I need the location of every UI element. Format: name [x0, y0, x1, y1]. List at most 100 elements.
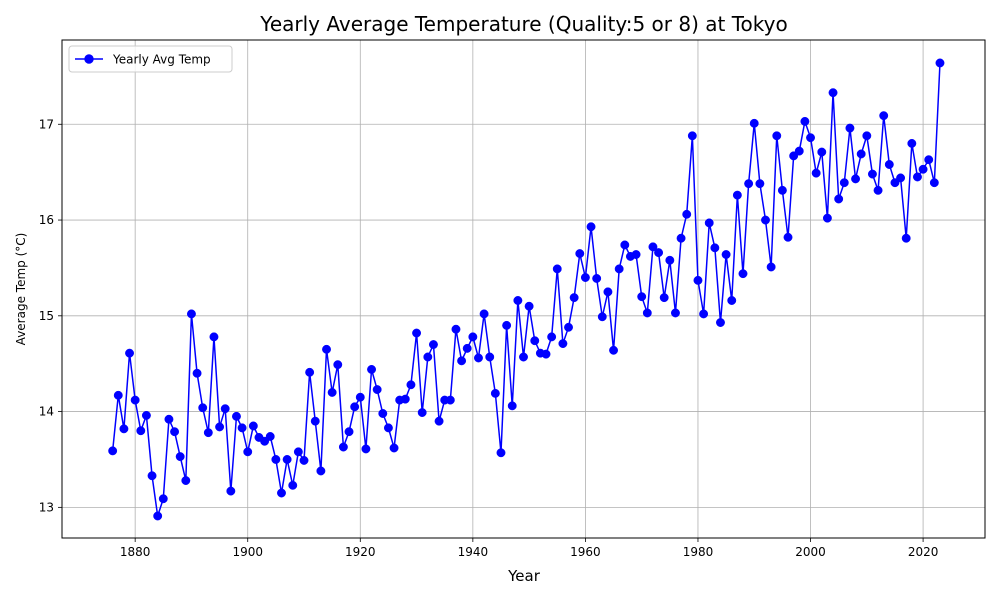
data-point-marker [541, 349, 551, 359]
data-point-marker [423, 352, 433, 362]
data-point-marker [406, 380, 416, 390]
data-point-marker [299, 455, 309, 465]
data-point-marker [412, 328, 422, 338]
data-point-marker [699, 309, 709, 319]
data-point-marker [851, 174, 861, 184]
plot-frame [61, 39, 986, 539]
data-point-marker [232, 411, 241, 421]
series-line [111, 62, 941, 517]
data-point-marker [586, 222, 596, 232]
y-tick-label: 17 [39, 117, 54, 131]
data-point-marker [935, 58, 945, 68]
data-point-marker [378, 409, 388, 418]
data-point-marker [338, 442, 348, 452]
data-point-marker [777, 185, 787, 195]
data-point-marker [637, 292, 647, 302]
data-point-marker [721, 250, 731, 259]
data-point-marker [496, 448, 506, 458]
x-tick-label: 1880 [120, 545, 151, 559]
data-point-marker [434, 416, 444, 426]
data-point-marker [209, 332, 219, 342]
data-point-marker [704, 218, 714, 228]
data-point-marker [125, 348, 134, 358]
y-axis-label: Average Temp (°C) [14, 233, 28, 346]
data-point-marker [738, 269, 748, 279]
data-point-marker [609, 345, 618, 355]
data-point-marker [845, 123, 855, 133]
data-point-marker [479, 309, 489, 319]
y-tick-label: 13 [39, 500, 54, 514]
data-point-marker [248, 421, 258, 431]
data-point-marker [631, 250, 641, 259]
data-point-marker [333, 360, 343, 370]
data-point-marker [372, 385, 382, 395]
data-point-marker [564, 322, 573, 332]
data-point-marker [918, 164, 928, 174]
data-point-marker [322, 344, 331, 354]
data-point-marker [367, 364, 376, 374]
data-point-marker [744, 179, 754, 189]
axis-ticks: 1880 1900 1920 1940 1960 1980 2000 2020 13 14 15 16… [39, 117, 939, 559]
data-point-marker [856, 149, 866, 159]
data-point-marker [282, 455, 292, 464]
data-point-marker [659, 293, 669, 303]
data-point-marker [665, 255, 675, 265]
data-point-marker [490, 388, 500, 398]
data-point-marker [929, 178, 939, 188]
data-point-marker [113, 390, 123, 400]
data-point-marker [350, 402, 360, 412]
data-point-marker [175, 452, 185, 462]
data-point-marker [530, 336, 540, 346]
data-point-marker [614, 264, 624, 274]
data-point-marker [429, 340, 438, 349]
data-point-marker [727, 296, 737, 305]
data-point-marker [181, 476, 191, 485]
data-point-marker [355, 392, 365, 402]
data-point-marker [648, 242, 658, 252]
data-point-marker [794, 146, 804, 156]
data-point-marker [344, 427, 354, 437]
legend-box [68, 45, 233, 73]
data-point-marker [237, 423, 247, 433]
data-point-marker [766, 262, 776, 272]
data-point-marker [879, 111, 889, 121]
data-point-marker [603, 287, 613, 297]
data-point-marker [147, 471, 157, 481]
data-point-marker [310, 416, 320, 426]
x-tick-label: 1940 [458, 545, 489, 559]
x-tick-label: 2000 [795, 545, 826, 559]
data-point-marker [547, 332, 557, 342]
data-point-marker [772, 131, 782, 141]
x-tick-label: 1920 [345, 545, 376, 559]
data-point-marker [316, 466, 326, 476]
data-point-marker [361, 444, 371, 454]
data-point-marker [642, 308, 652, 318]
data-point-marker [158, 494, 168, 504]
legend-label: Yearly Avg Temp [112, 53, 211, 67]
data-point-marker [811, 168, 821, 178]
data-point-marker [687, 131, 697, 141]
data-point-marker [457, 356, 467, 366]
legend: Yearly Avg Temp [68, 45, 233, 73]
data-point-marker [761, 215, 770, 225]
data-point-marker [383, 423, 393, 433]
data-point-marker [834, 194, 844, 204]
data-point-marker [783, 232, 793, 242]
chart-title: Yearly Average Temperature (Quality:5 or… [259, 12, 787, 36]
data-point-marker [445, 395, 455, 405]
data-point-marker [901, 233, 911, 243]
data-point-marker [277, 488, 286, 498]
data-point-marker [817, 147, 827, 157]
data-point-marker [474, 353, 483, 363]
data-point-marker [755, 179, 765, 189]
data-point-marker [130, 395, 140, 405]
data-point-marker [862, 131, 872, 141]
data-point-marker [620, 240, 630, 250]
data-point-marker [271, 455, 281, 464]
data-point-marker [569, 293, 579, 303]
data-point-marker [552, 264, 562, 274]
data-point-marker [884, 160, 894, 169]
data-point-marker [417, 408, 427, 417]
data-point-marker [468, 332, 478, 342]
